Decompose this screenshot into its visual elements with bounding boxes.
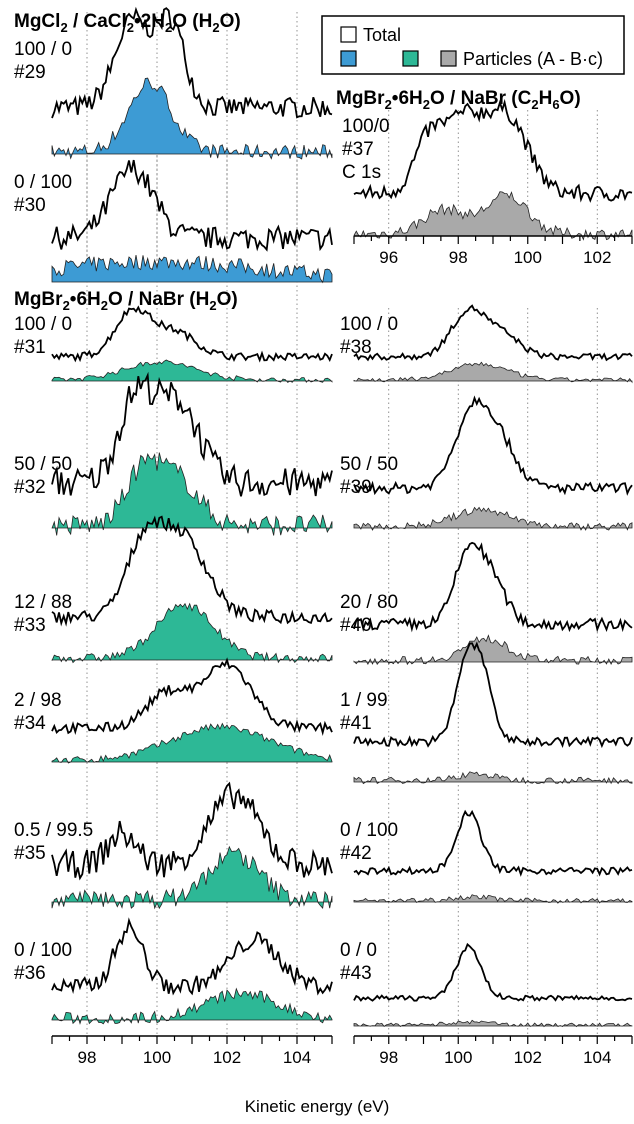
panel-id-n34: #34: [14, 713, 46, 734]
panel-id-n42: #42: [340, 843, 372, 864]
panel-id-n37: #37: [342, 139, 374, 160]
x-axis-label: Kinetic energy (eV): [245, 1097, 390, 1116]
panel-ratio-n29: 100 / 0: [14, 39, 72, 60]
legend-swatch-mgcl: [340, 50, 357, 67]
total-line-n35: [51, 781, 333, 881]
panel-ratio-n31: 100 / 0: [14, 314, 72, 335]
x-tick-label-left-104: 104: [283, 1048, 311, 1067]
x-tick-label-left-100: 100: [143, 1048, 171, 1067]
panel-ratio-n42: 0 / 100: [340, 820, 398, 841]
legend-label-particles: Particles (A - B·c): [463, 49, 603, 69]
total-line-n40: [353, 541, 633, 633]
total-line-n30: [51, 159, 333, 252]
x-tick-label-right-bottom-98: 98: [379, 1048, 398, 1067]
particles-area-n36: [51, 987, 333, 1025]
panel-ratio-n33: 12 / 88: [14, 592, 72, 613]
particles-area-n29: [51, 77, 333, 160]
panel-ratio-n30: 0 / 100: [14, 172, 72, 193]
particles-area-n34: [51, 722, 333, 764]
total-line-n33: [51, 515, 333, 627]
panel-ratio-n38: 100 / 0: [340, 314, 398, 335]
group-title-mgbr-water: MgBr2•6H2O / NaBr (H2O): [14, 289, 238, 313]
panel-ratio-n43: 0 / 0: [340, 940, 377, 961]
total-line-n41: [353, 641, 633, 749]
panel-id-n40: #40: [340, 615, 372, 636]
panel-id-n36: #36: [14, 963, 46, 984]
particles-area-n40: [353, 634, 633, 666]
panel-ratio-n41: 1 / 99: [340, 690, 388, 711]
particles-area-n39: [353, 506, 633, 531]
panel-ratio-n32: 50 / 50: [14, 454, 72, 475]
x-tick-label-left-102: 102: [213, 1048, 241, 1067]
axes: 98 100 102 104 96 98 100 102 98 100 102 104: [51, 235, 633, 1067]
x-tick-label-right-top-100: 100: [514, 248, 542, 267]
panel-edge-n37: C 1s: [342, 162, 381, 183]
particles-area-n33: [51, 602, 333, 664]
total-line-n29: [51, 6, 333, 119]
particles-area-n38: [353, 361, 633, 384]
panel-ratio-n34: 2 / 98: [14, 690, 62, 711]
legend-label-total: Total: [363, 25, 401, 45]
particles-area-n32: [51, 452, 333, 536]
particles-area-n42: [353, 894, 633, 904]
panel-id-n32: #32: [14, 477, 46, 498]
x-tick-label-right-top-102: 102: [583, 248, 611, 267]
legend-swatch-mgbr-ethanol: [440, 50, 457, 67]
panel-ratio-n37: 100/0: [342, 116, 390, 137]
panel-id-n31: #31: [14, 337, 46, 358]
panel-id-n41: #41: [340, 713, 372, 734]
panel-id-n43: #43: [340, 963, 372, 984]
particles-area-n31: [51, 359, 333, 383]
panel-id-n29: #29: [14, 62, 46, 83]
group-title-mgbr-ethanol: MgBr2•6H2O / NaBr (C2H6O): [336, 88, 581, 112]
x-tick-label-left-98: 98: [78, 1048, 97, 1067]
panel-ratio-n40: 20 / 80: [340, 592, 398, 613]
total-line-n34: [51, 657, 333, 737]
panel-id-n33: #33: [14, 615, 46, 636]
total-line-n39: [353, 395, 633, 496]
x-tick-label-right-top-98: 98: [449, 248, 468, 267]
panel-id-n30: #30: [14, 195, 46, 216]
panel-ratio-n36: 0 / 100: [14, 940, 72, 961]
total-line-n36: [51, 917, 333, 996]
total-line-n43: [353, 942, 633, 1002]
panel-id-n39: #39: [340, 477, 372, 498]
total-line-n42: [353, 809, 633, 877]
total-line-n38: [353, 304, 633, 362]
panel-id-n35: #35: [14, 843, 46, 864]
legend: Total Particles (A - B·c): [321, 15, 625, 75]
panel-ratio-n39: 50 / 50: [340, 454, 398, 475]
particles-area-n30: [51, 255, 333, 284]
total-line-n31: [51, 305, 333, 363]
legend-box: [321, 15, 625, 75]
x-tick-label-right-bottom-102: 102: [514, 1048, 542, 1067]
particles-area-n35: [51, 845, 333, 910]
x-tick-label-right-top-96: 96: [379, 248, 398, 267]
panel-ratio-n35: 0.5 / 99.5: [14, 820, 93, 841]
panel-id-n38: #38: [340, 337, 372, 358]
particles-area-n43: [353, 1019, 633, 1028]
legend-swatch-total: [340, 26, 357, 43]
x-tick-label-right-bottom-100: 100: [444, 1048, 472, 1067]
particles-area-n37: [353, 191, 633, 241]
total-line-n37: [353, 98, 633, 203]
total-line-n32: [51, 371, 333, 497]
x-tick-label-right-bottom-104: 104: [583, 1048, 611, 1067]
particles-area-n41: [353, 771, 633, 785]
legend-swatch-mgbr-water: [402, 50, 419, 67]
group-title-mgcl: MgCl2 / CaCl2•2H2O (H2O): [14, 11, 241, 35]
